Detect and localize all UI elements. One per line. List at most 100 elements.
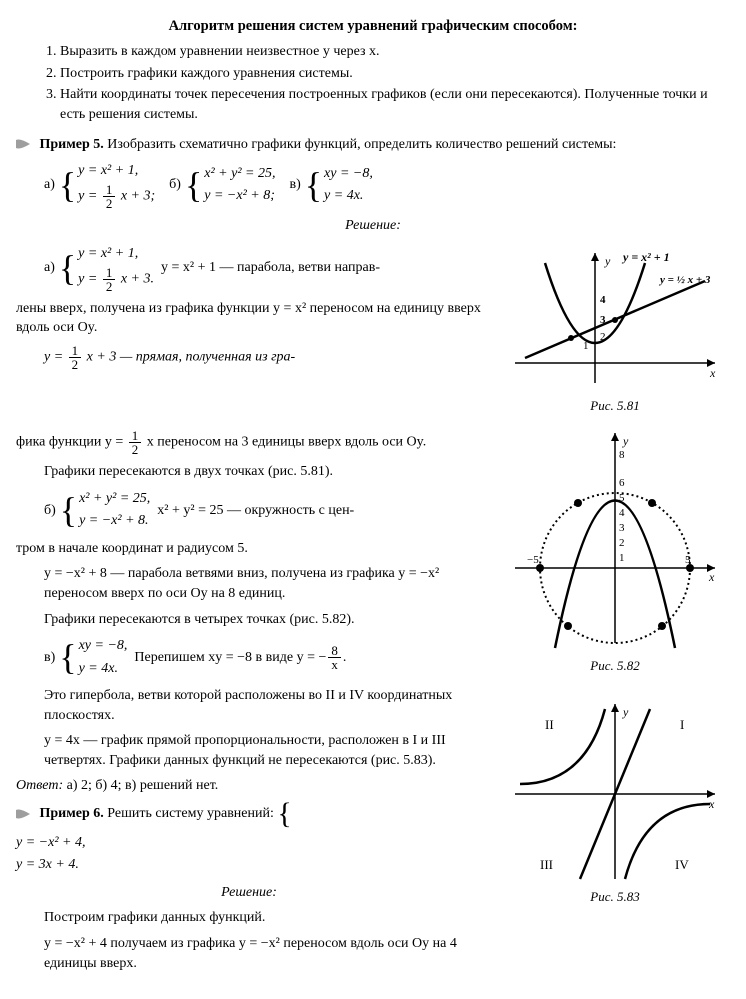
svg-text:−5: −5 — [527, 554, 539, 566]
ex6-text2: y = −x² + 4 получаем из графика y = −x² … — [16, 934, 482, 973]
svg-text:IV: IV — [675, 857, 689, 872]
sol-b-system: б) { x² + y² = 25, y = −x² + 8. x² + y² … — [16, 488, 482, 533]
svg-text:4: 4 — [600, 294, 606, 306]
svg-text:II: II — [545, 717, 554, 732]
svg-text:4: 4 — [619, 507, 625, 519]
sol-a-text4: Графики пересекаются в двух точках (рис.… — [16, 462, 482, 482]
sol-v-text1-pre: Перепишем xy = −8 в виде y = − — [134, 648, 326, 668]
label-b2: б) — [44, 501, 56, 521]
system-a: а) { y = x² + 1, y = 12 x + 3; — [44, 160, 155, 209]
sol-a-text1: y = x² + 1 — парабола, ветви направ- — [161, 258, 380, 278]
answer-line: Ответ: а) 2; б) 4; в) решений нет. — [16, 776, 482, 796]
sol-a-line-pre: y = — [44, 350, 67, 365]
sys-a-eq2-post: x + 3; — [117, 188, 155, 203]
svg-text:y: y — [622, 434, 629, 448]
sol-b-sys2: y = −x² + 8. — [79, 513, 148, 528]
frac-d: 2 — [129, 443, 142, 456]
sol-a-sys1: y = x² + 1, — [78, 246, 138, 261]
frac-n: 1 — [103, 266, 116, 280]
sys-b-eq2: y = −x² + 8; — [204, 188, 275, 203]
sol-a-text3: фика функции y = 12 x переносом на 3 еди… — [16, 429, 482, 456]
ex6-eq2: y = 3x + 4. — [16, 857, 79, 872]
sol-v-sys2: y = 4x. — [79, 661, 118, 676]
algo-item-2: Построить графики каждого уравнения сист… — [60, 64, 730, 84]
example-6-heading: Пример 6. Решить систему уравнений: { — [16, 802, 482, 826]
svg-text:x: x — [708, 797, 715, 811]
svg-text:x: x — [709, 366, 716, 380]
frac-d: 2 — [103, 197, 116, 210]
answer-text: а) 2; б) 4; в) решений нет. — [63, 778, 218, 793]
figure-5-82: y x 8 6 5 4 3 2 1 −5 5 Рис. 5.82 — [500, 423, 730, 675]
ex6-eq1: y = −x² + 4, — [16, 835, 85, 850]
sol-v-sys1: xy = −8, — [79, 638, 128, 653]
example-5-heading: Пример 5. Изобразить схематично графики … — [16, 135, 730, 155]
sys-v-eq2: y = 4x. — [324, 188, 363, 203]
ex6-text1: Построим графики данных функций. — [16, 908, 482, 928]
sol-v-text3: y = 4x — график прямой пропорциональност… — [16, 731, 482, 770]
sol-a-text2: лены вверх, получена из графика функции … — [16, 299, 482, 338]
algo-item-3: Найти координаты точек пересечения постр… — [60, 85, 730, 124]
example-6-prompt: Решить систему уравнений: — [107, 806, 274, 821]
label-v: в) — [289, 175, 300, 195]
sol-b-text3: y = −x² + 8 — парабола ветвями вниз, пол… — [16, 564, 482, 603]
sol-a-line-post: x + 3 — прямая, полученная из гра- — [83, 350, 295, 365]
answer-label: Ответ: — [16, 778, 63, 793]
sol-v-text1-post: . — [343, 648, 347, 668]
sol-a-line: y = 12 x + 3 — прямая, полученная из гра… — [16, 344, 482, 371]
algorithm-list: Выразить в каждом уравнении неизвестное … — [16, 42, 730, 124]
svg-text:5: 5 — [685, 554, 691, 566]
system-v: в) { xy = −8, y = 4x. — [289, 163, 372, 208]
sol-b-sys1: x² + y² = 25, — [79, 491, 150, 506]
brace-icon: { — [59, 171, 76, 200]
system-b: б) { x² + y² = 25, y = −x² + 8; — [169, 163, 275, 208]
sol-v-text2: Это гипербола, ветви которой расположены… — [16, 686, 482, 725]
sol-a-text3-post: x переносом на 3 единицы вверх вдоль оси… — [143, 435, 426, 450]
frac-n: 1 — [69, 344, 82, 358]
svg-text:1: 1 — [619, 552, 625, 564]
sol-b-text1: x² + y² = 25 — окружность с цен- — [157, 501, 354, 521]
algo-item-1: Выразить в каждом уравнении неизвестное … — [60, 42, 730, 62]
frac-n: 1 — [103, 183, 116, 197]
bullet-icon — [16, 808, 32, 820]
svg-text:I: I — [680, 717, 684, 732]
frac-n: 8 — [328, 644, 341, 658]
figure-caption-82: Рис. 5.82 — [500, 657, 730, 675]
sys-a-eq2-pre: y = — [78, 188, 101, 203]
svg-text:2: 2 — [619, 537, 625, 549]
figure-5-83: y x II I III IV Рис. 5.83 — [500, 694, 730, 906]
sol-v-system: в) { xy = −8, y = 4x. Перепишем xy = −8 … — [16, 635, 482, 680]
example-6-label: Пример 6. — [40, 806, 104, 821]
svg-text:3: 3 — [600, 314, 606, 326]
svg-text:III: III — [540, 857, 553, 872]
brace-icon: { — [60, 496, 77, 525]
svg-text:1: 1 — [583, 340, 589, 352]
label-a2: а) — [44, 258, 55, 278]
figure-5-81: y x 1 2 3 4 y = x² + 1 y = ½ x + 3 Рис. … — [500, 243, 730, 415]
sol-a-text3-pre: фика функции y = — [16, 435, 127, 450]
sys-v-eq1: xy = −8, — [324, 166, 373, 181]
label-v2: в) — [44, 648, 55, 668]
svg-text:2: 2 — [600, 331, 606, 343]
solution-heading-5: Решение: — [16, 216, 730, 236]
frac-d: x — [328, 658, 341, 671]
sol-b-text2: тром в начале координат и радиусом 5. — [16, 539, 482, 559]
sol-a-system: а) { y = x² + 1, y = 12 x + 3. y = x² + … — [16, 243, 482, 292]
frac-d: 2 — [69, 358, 82, 371]
frac-n: 1 — [129, 429, 142, 443]
label-b: б) — [169, 175, 181, 195]
sys-a-eq1: y = x² + 1, — [78, 163, 138, 178]
brace-icon: { — [59, 643, 76, 672]
svg-text:5: 5 — [619, 492, 625, 504]
svg-text:y = x² + 1: y = x² + 1 — [621, 250, 670, 264]
example-5-label: Пример 5. — [40, 137, 104, 152]
svg-text:3: 3 — [619, 522, 625, 534]
example-5-prompt: Изобразить схематично графики функций, о… — [107, 137, 616, 152]
brace-icon: { — [59, 254, 76, 283]
figure-caption-81: Рис. 5.81 — [500, 397, 730, 415]
brace-icon: { — [305, 171, 322, 200]
sol-b-text4: Графики пересекаются в четырех точках (р… — [16, 610, 482, 630]
example-5-systems: а) { y = x² + 1, y = 12 x + 3; б) { x² +… — [16, 160, 730, 209]
svg-text:y = ½ x + 3: y = ½ x + 3 — [658, 274, 711, 286]
frac-d: 2 — [103, 280, 116, 293]
brace-icon: { — [277, 802, 291, 826]
